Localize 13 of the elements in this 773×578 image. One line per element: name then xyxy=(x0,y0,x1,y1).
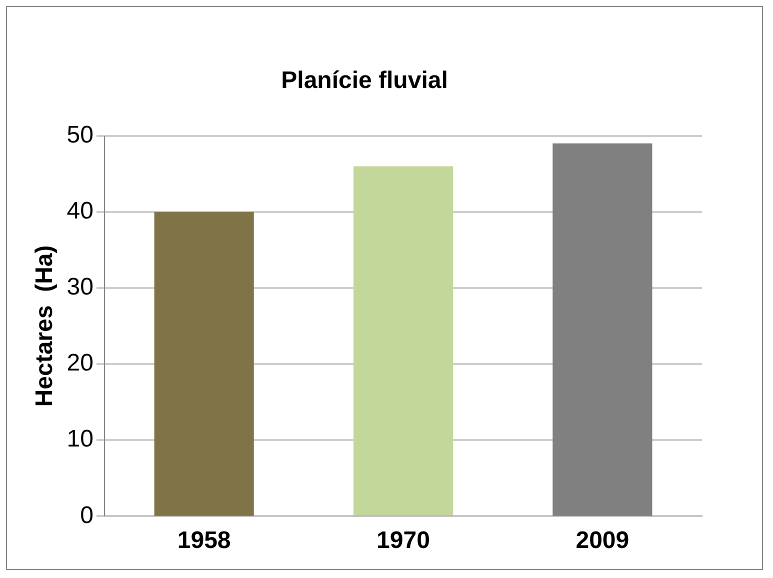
y-tick-label: 30 xyxy=(66,274,94,301)
y-tick-label: 40 xyxy=(66,198,94,225)
y-tick-label: 10 xyxy=(66,426,94,453)
y-tick-label: 0 xyxy=(80,502,94,529)
bar xyxy=(353,166,454,516)
chart-title: Planície fluvial xyxy=(281,67,448,94)
x-tick-label: 1970 xyxy=(376,527,430,554)
y-axis-title: Hectares (Ha) xyxy=(31,245,58,407)
x-tick-label: 1958 xyxy=(177,527,231,554)
bar xyxy=(154,212,254,516)
y-tick-label: 50 xyxy=(66,121,94,148)
x-tick-label: 2009 xyxy=(576,527,630,554)
y-tick-label: 20 xyxy=(66,350,94,377)
